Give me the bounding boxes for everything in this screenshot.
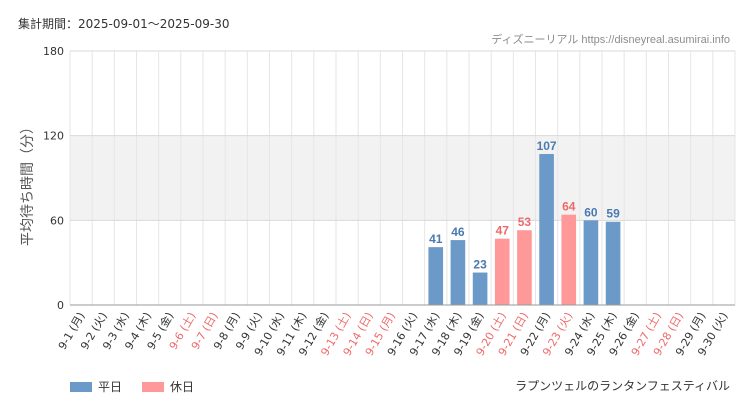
- value-labels: 41 46 23 107 60 59 47 53 64: [429, 139, 620, 272]
- value-label: 64: [562, 200, 576, 214]
- y-tick-label: 120: [43, 130, 64, 143]
- period-label: 集計期間：2025-09-01〜2025-09-30: [18, 17, 230, 31]
- legend-holiday-label: 休日: [170, 380, 195, 394]
- legend-weekday-label: 平日: [98, 380, 123, 394]
- value-label: 107: [537, 139, 557, 153]
- value-label: 41: [429, 232, 443, 246]
- x-tick-labels: 9-1 (月)9-2 (火)9-3 (水)9-4 (木)9-5 (金)9-6 (…: [56, 310, 731, 359]
- horizontal-gridlines: [70, 50, 735, 221]
- bar-9-19: [472, 272, 488, 305]
- bar-9-22: [539, 154, 554, 305]
- legend-item-weekday: 平日: [70, 378, 122, 395]
- value-label: 59: [606, 207, 620, 221]
- value-label: 46: [451, 225, 465, 239]
- y-tick-labels: 0 60 120 180: [43, 45, 64, 312]
- y-tick-label: 0: [57, 299, 64, 312]
- bars: [428, 154, 621, 305]
- value-label: 23: [473, 258, 487, 272]
- bar-9-20: [494, 238, 510, 305]
- bar-9-23: [561, 214, 577, 305]
- weekday-swatch: [70, 381, 92, 392]
- bar-9-24: [583, 220, 599, 305]
- vertical-gridlines: [69, 51, 736, 305]
- y-tick-label: 60: [50, 214, 64, 227]
- value-label: 60: [584, 205, 598, 219]
- legend-item-holiday: 休日: [142, 378, 194, 395]
- holiday-swatch: [142, 381, 165, 392]
- legend: 平日 休日: [70, 378, 214, 395]
- source-label: ディズニーリアル https://disneyreal.asumirai.inf…: [491, 34, 730, 46]
- value-label: 53: [518, 215, 532, 229]
- attraction-name: ラプンツェルのランタンフェスティバル: [515, 379, 730, 393]
- bar-9-21: [517, 230, 532, 305]
- y-tick-label: 180: [43, 45, 64, 58]
- value-label: 47: [496, 224, 510, 238]
- bar-9-17: [428, 247, 444, 305]
- bar-9-18: [450, 240, 466, 305]
- bar-9-25: [605, 221, 621, 305]
